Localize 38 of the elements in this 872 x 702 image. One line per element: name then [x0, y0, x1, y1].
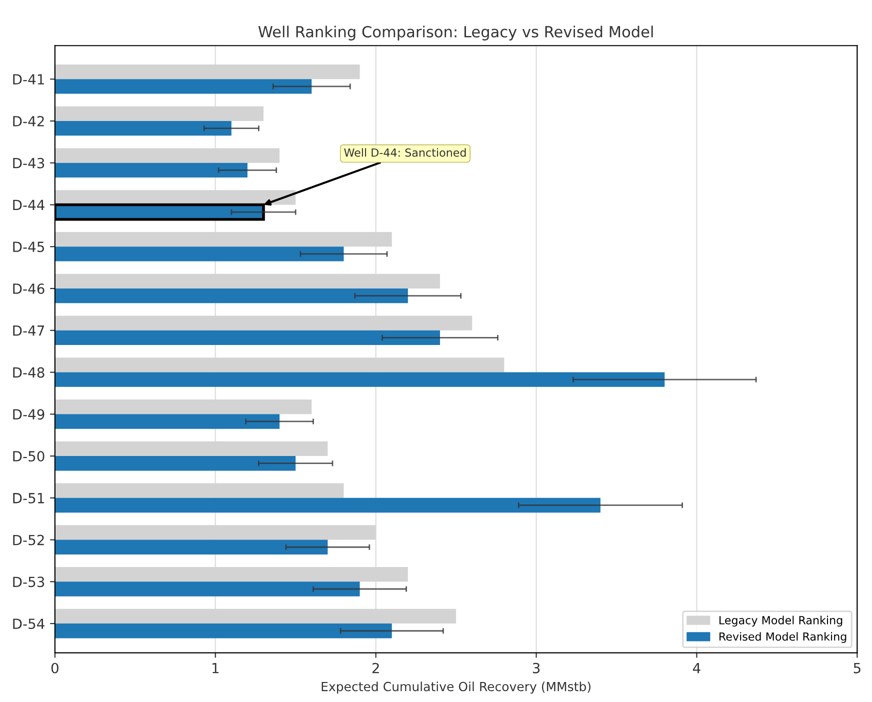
bar [54, 330, 440, 346]
legend-label: Revised Model Ranking [720, 632, 846, 643]
bar [54, 582, 360, 596]
bar [54, 121, 232, 136]
x-tick-label: 0 [51, 662, 58, 674]
x-axis-title: Expected Cumulative Oil Recovery (MMstb) [322, 682, 590, 694]
y-tick-label: D-43 [13, 158, 44, 168]
x-tick-label: 4 [692, 663, 700, 674]
y-tick-label: D-42 [13, 116, 44, 126]
chart-title: Well Ranking Comparison: Legacy vs Revised Model [258, 26, 653, 40]
bar [54, 79, 312, 94]
legend-label: Legacy Model Ranking [720, 616, 842, 627]
y-tick-label: D-44 [13, 200, 44, 210]
x-tick-label: 3 [532, 662, 540, 674]
bar [54, 456, 296, 471]
y-tick-label: D-45 [13, 242, 44, 252]
annotation: Well D-44: Sanctioned [344, 148, 466, 157]
y-tick-label: D-52 [13, 534, 44, 546]
x-tick-label: 5 [854, 663, 860, 674]
bar [54, 414, 280, 429]
bar [54, 288, 408, 304]
bar [54, 246, 344, 262]
y-tick-label: D-48 [13, 367, 44, 378]
y-tick-label: D-54 [13, 618, 44, 630]
bar [54, 624, 392, 638]
y-tick-label: D-47 [13, 326, 44, 336]
x-tick-label: 2 [372, 662, 379, 674]
y-tick-label: D-41 [13, 74, 44, 84]
bar [54, 162, 248, 178]
x-tick-label: 1 [212, 663, 219, 674]
y-tick-label: D-51 [13, 493, 44, 504]
bar [54, 540, 328, 554]
bar [54, 498, 600, 513]
y-tick-label: D-49 [13, 409, 44, 420]
y-tick-label: D-46 [13, 283, 44, 294]
y-tick-label: D-53 [13, 576, 44, 588]
bar [54, 372, 665, 387]
y-tick-label: D-50 [13, 451, 44, 462]
